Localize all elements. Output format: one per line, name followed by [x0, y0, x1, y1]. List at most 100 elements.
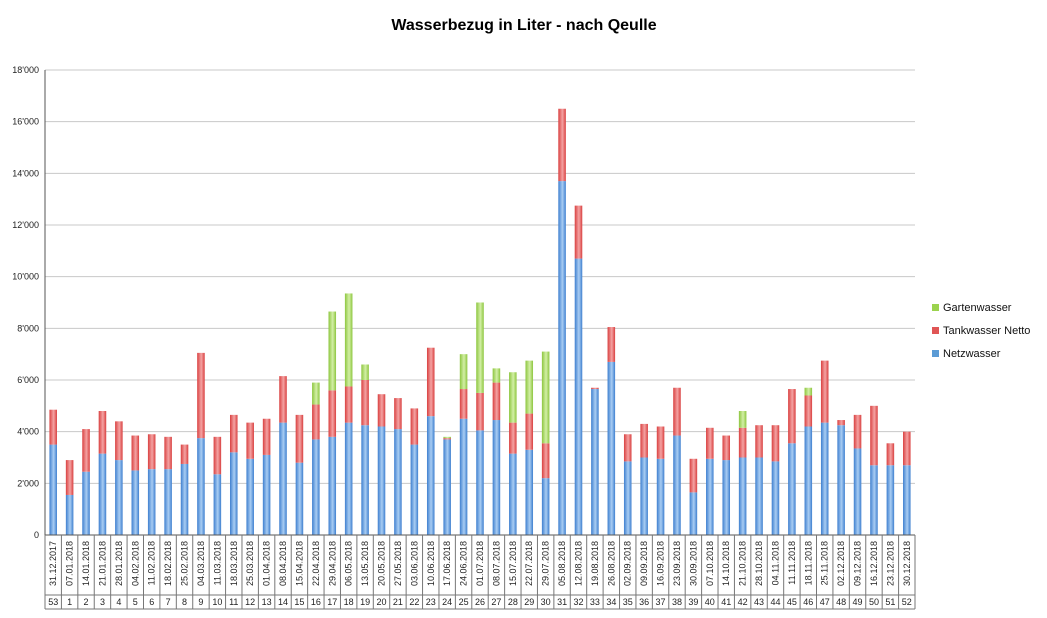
- x-date-label: 19.08.2018: [590, 541, 600, 586]
- bar-netzwasser: [164, 469, 172, 535]
- bar-tankwasser-netto: [788, 389, 796, 444]
- x-week-label: 2: [84, 597, 89, 607]
- bar-netzwasser: [410, 444, 419, 535]
- bars: [49, 108, 911, 536]
- x-date-label: 11.02.2018: [147, 541, 157, 585]
- bar-gartenwasser: [344, 293, 353, 387]
- bar-tankwasser-netto: [706, 427, 714, 459]
- bar-gartenwasser: [541, 351, 550, 444]
- bar-tankwasser-netto: [459, 389, 468, 419]
- bar-tankwasser-netto: [394, 398, 402, 430]
- x-week-label: 44: [770, 597, 780, 607]
- x-date-label: 18.02.2018: [163, 541, 173, 586]
- x-date-label: 29.04.2018: [327, 541, 337, 586]
- x-week-label: 21: [393, 597, 403, 607]
- bar-tankwasser-netto: [246, 422, 254, 459]
- x-week-label: 13: [262, 597, 272, 607]
- bar-gartenwasser: [804, 387, 813, 396]
- bar-tankwasser-netto: [377, 394, 386, 427]
- legend-label: Tankwasser Netto: [943, 325, 1030, 337]
- bar-netzwasser: [49, 444, 57, 535]
- bar-netzwasser: [525, 449, 534, 535]
- bar-netzwasser: [229, 452, 238, 535]
- bar-tankwasser-netto: [771, 425, 780, 462]
- x-week-label: 14: [278, 597, 288, 607]
- bar-netzwasser: [689, 492, 698, 535]
- bar-tankwasser-netto: [180, 444, 189, 464]
- y-tick-label: 14'000: [12, 168, 39, 178]
- x-week-label: 30: [541, 597, 551, 607]
- x-week-label: 50: [869, 597, 879, 607]
- x-axis: 31.12.20175307.01.2018114.01.2018221.01.…: [44, 534, 916, 610]
- x-week-label: 35: [623, 597, 633, 607]
- bar-netzwasser: [886, 465, 895, 535]
- x-week-label: 9: [198, 597, 203, 607]
- x-date-label: 12.08.2018: [573, 541, 583, 586]
- x-date-label: 10.06.2018: [426, 541, 436, 586]
- bar-netzwasser: [377, 426, 386, 535]
- chart-title: Wasserbezug in Liter - nach Qeulle: [391, 17, 656, 34]
- bar-tankwasser-netto: [361, 380, 369, 426]
- legend: Gartenwasser Tankwasser Netto Netzwasser: [932, 302, 1030, 360]
- bar-tankwasser-netto: [623, 434, 632, 462]
- x-week-label: 28: [508, 597, 518, 607]
- x-date-label: 22.07.2018: [524, 541, 534, 586]
- x-date-label: 21.01.2018: [97, 541, 107, 586]
- bar-netzwasser: [131, 470, 140, 535]
- x-date-label: 04.11.2018: [770, 541, 780, 585]
- legend-swatch: [932, 327, 939, 334]
- x-week-label: 17: [327, 597, 337, 607]
- bar-gartenwasser: [443, 436, 451, 439]
- y-axis: 0 2'000 4'000 6'000 8'000 10'000 12'000 14'000 1…: [12, 65, 46, 540]
- bar-tankwasser-netto: [443, 438, 451, 440]
- x-week-label: 26: [475, 597, 485, 607]
- x-week-label: 23: [426, 597, 436, 607]
- bar-tankwasser-netto: [147, 434, 156, 470]
- bar-tankwasser-netto: [656, 426, 665, 459]
- x-date-label: 28.01.2018: [114, 541, 124, 586]
- bar-tankwasser-netto: [738, 427, 747, 458]
- x-date-label: 01.07.2018: [475, 541, 485, 586]
- bar-netzwasser: [509, 453, 517, 535]
- x-week-label: 15: [294, 597, 304, 607]
- x-week-label: 20: [377, 597, 387, 607]
- bar-netzwasser: [65, 494, 74, 535]
- x-week-label: 5: [133, 597, 138, 607]
- bar-netzwasser: [820, 422, 829, 535]
- x-date-label: 02.09.2018: [623, 541, 633, 586]
- x-week-label: 32: [573, 597, 583, 607]
- legend-swatch: [932, 350, 939, 357]
- bar-tankwasser-netto: [262, 418, 271, 455]
- bar-netzwasser: [788, 443, 796, 535]
- bar-netzwasser: [328, 436, 337, 535]
- x-week-label: 12: [245, 597, 255, 607]
- x-week-label: 31: [557, 597, 567, 607]
- x-date-label: 15.07.2018: [508, 541, 518, 586]
- x-week-label: 22: [409, 597, 419, 607]
- x-date-label: 27.05.2018: [393, 541, 403, 586]
- bar-netzwasser: [804, 426, 813, 535]
- bar-tankwasser-netto: [98, 411, 107, 454]
- bar-tankwasser-netto: [295, 414, 304, 463]
- x-week-label: 41: [721, 597, 731, 607]
- bar-tankwasser-netto: [131, 435, 140, 471]
- bar-tankwasser-netto: [755, 425, 763, 458]
- bar-netzwasser: [722, 460, 731, 535]
- bar-netzwasser: [312, 439, 320, 535]
- bar-gartenwasser: [459, 354, 468, 390]
- bar-netzwasser: [738, 457, 747, 535]
- bar-netzwasser: [344, 422, 353, 535]
- x-week-label: 36: [639, 597, 649, 607]
- bar-netzwasser: [279, 422, 287, 535]
- x-date-label: 01.04.2018: [262, 541, 272, 586]
- x-date-label: 16.09.2018: [656, 541, 666, 586]
- x-date-label: 09.12.2018: [853, 541, 863, 586]
- x-date-label: 23.12.2018: [885, 541, 895, 586]
- x-date-label: 07.01.2018: [65, 541, 75, 586]
- bar-netzwasser: [361, 425, 369, 535]
- bar-tankwasser-netto: [525, 413, 534, 450]
- bar-netzwasser: [443, 439, 451, 535]
- x-week-label: 27: [491, 597, 501, 607]
